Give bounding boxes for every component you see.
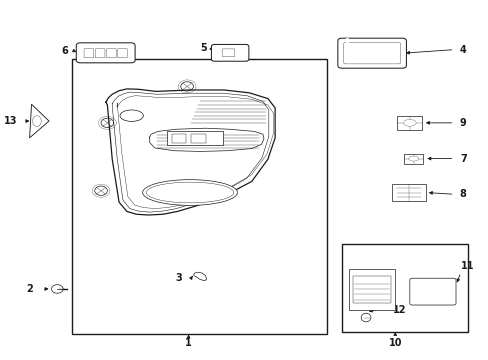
- Polygon shape: [30, 104, 49, 138]
- Text: 12: 12: [392, 305, 406, 315]
- Text: 2: 2: [26, 284, 33, 294]
- Text: 3: 3: [175, 273, 182, 283]
- Ellipse shape: [403, 120, 415, 126]
- Bar: [348, 269, 394, 310]
- Bar: [191, 134, 205, 143]
- Text: 1: 1: [185, 338, 192, 347]
- Ellipse shape: [120, 110, 143, 121]
- Bar: [341, 244, 467, 332]
- FancyBboxPatch shape: [337, 38, 406, 68]
- Ellipse shape: [146, 182, 233, 203]
- Bar: [166, 131, 222, 145]
- Bar: [396, 116, 422, 130]
- Text: 10: 10: [387, 338, 401, 347]
- Text: 13: 13: [4, 116, 18, 126]
- Text: 11: 11: [461, 261, 474, 271]
- FancyBboxPatch shape: [84, 49, 94, 58]
- Text: 7: 7: [459, 154, 466, 163]
- Ellipse shape: [142, 180, 237, 205]
- Ellipse shape: [408, 156, 418, 161]
- FancyBboxPatch shape: [117, 49, 127, 58]
- Bar: [352, 276, 390, 303]
- FancyBboxPatch shape: [76, 43, 135, 63]
- Ellipse shape: [361, 313, 370, 322]
- Text: 6: 6: [61, 46, 68, 56]
- Bar: [72, 59, 326, 334]
- FancyBboxPatch shape: [95, 49, 105, 58]
- Bar: [391, 184, 425, 202]
- FancyBboxPatch shape: [343, 42, 400, 64]
- FancyBboxPatch shape: [211, 44, 248, 61]
- Polygon shape: [194, 272, 206, 281]
- FancyBboxPatch shape: [409, 278, 455, 305]
- Text: 8: 8: [459, 189, 466, 199]
- Ellipse shape: [32, 116, 41, 126]
- FancyBboxPatch shape: [222, 49, 234, 57]
- Text: 9: 9: [459, 118, 466, 128]
- Bar: [171, 134, 186, 143]
- Text: 5: 5: [200, 43, 206, 53]
- Text: 4: 4: [459, 45, 466, 55]
- FancyBboxPatch shape: [106, 49, 116, 58]
- Bar: [403, 154, 423, 163]
